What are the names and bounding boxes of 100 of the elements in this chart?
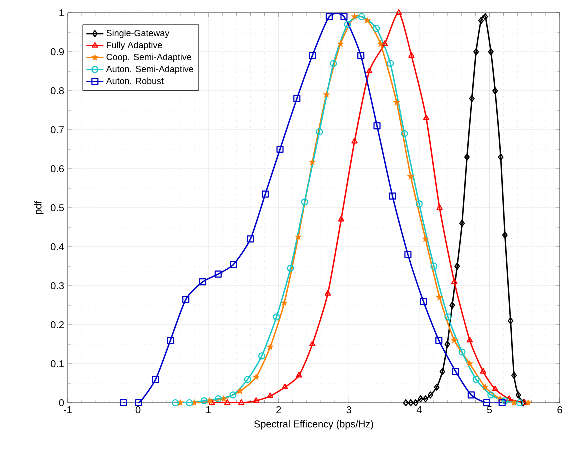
point xyxy=(450,336,458,344)
y-tick-label: 0.1 xyxy=(51,360,64,368)
point xyxy=(422,396,429,403)
legend-label: Coop. Semi-Adaptive xyxy=(106,54,192,62)
x-tick-label: 5 xyxy=(487,406,492,414)
point xyxy=(282,384,288,390)
point xyxy=(358,52,365,60)
point xyxy=(262,190,270,198)
point xyxy=(267,392,274,398)
point xyxy=(498,154,504,161)
point xyxy=(418,396,424,403)
point xyxy=(352,138,358,144)
x-tick-label: 4 xyxy=(416,406,422,414)
point xyxy=(524,399,532,406)
point xyxy=(238,399,245,406)
point xyxy=(416,200,423,208)
point xyxy=(508,318,514,325)
point xyxy=(326,13,334,20)
point xyxy=(408,399,414,407)
point xyxy=(230,392,237,399)
point xyxy=(502,398,509,405)
point xyxy=(366,68,373,74)
point xyxy=(273,314,280,321)
point xyxy=(373,25,380,32)
point xyxy=(252,373,260,380)
point xyxy=(244,376,252,384)
point xyxy=(301,198,308,206)
point xyxy=(167,337,174,344)
y-tick-label: 0.8 xyxy=(51,87,64,95)
point xyxy=(340,13,348,20)
point xyxy=(230,261,238,268)
point xyxy=(152,376,160,384)
point xyxy=(236,387,244,394)
point xyxy=(413,399,419,407)
legend-label: Single-Gateway xyxy=(106,30,170,38)
point xyxy=(382,40,388,46)
point xyxy=(423,114,430,120)
y-tick-label: 0.2 xyxy=(51,321,64,329)
point xyxy=(324,290,332,296)
point xyxy=(389,192,396,200)
point xyxy=(199,278,206,286)
point xyxy=(266,343,274,350)
point xyxy=(469,95,475,102)
y-tick-label: 1 xyxy=(60,10,64,16)
point xyxy=(309,340,316,347)
point xyxy=(337,40,344,48)
point xyxy=(510,399,518,406)
point xyxy=(468,392,475,399)
legend-label: Fully Adaptive xyxy=(107,42,162,50)
point xyxy=(364,16,372,24)
point xyxy=(492,386,498,392)
y-tick-label: 0.7 xyxy=(51,126,64,134)
point xyxy=(466,337,474,343)
point xyxy=(482,384,490,391)
point xyxy=(483,399,490,407)
point xyxy=(478,17,484,24)
point xyxy=(502,232,508,239)
point xyxy=(351,13,358,20)
point xyxy=(330,60,338,68)
point xyxy=(224,399,231,406)
point xyxy=(440,368,446,376)
point xyxy=(407,172,415,180)
point xyxy=(480,368,487,374)
point xyxy=(338,216,345,222)
point xyxy=(200,398,208,405)
point xyxy=(182,296,190,304)
x-tick-label: 6 xyxy=(558,406,562,414)
point xyxy=(458,348,466,356)
point xyxy=(436,337,443,344)
point xyxy=(482,13,488,20)
y-tick-label: 0 xyxy=(59,399,64,407)
point xyxy=(287,264,294,272)
point xyxy=(258,352,266,360)
point xyxy=(294,233,302,240)
point xyxy=(135,399,143,407)
point xyxy=(488,392,495,399)
point xyxy=(492,87,498,95)
x-tick-label: 0 xyxy=(136,406,141,414)
y-tick-label: 0.9 xyxy=(51,48,64,56)
point xyxy=(387,60,394,68)
point xyxy=(214,270,222,278)
point xyxy=(374,122,381,130)
legend-label: Auton. Robust xyxy=(106,78,164,84)
x-tick-label: 3 xyxy=(346,406,352,414)
legend-label: Auton. Semi-Adaptive xyxy=(106,66,194,74)
point xyxy=(498,399,506,407)
point xyxy=(464,154,470,161)
point xyxy=(434,384,440,391)
point xyxy=(120,399,128,407)
point xyxy=(450,302,456,310)
point xyxy=(190,399,198,406)
point xyxy=(401,130,408,138)
point xyxy=(506,396,513,402)
point xyxy=(377,40,384,48)
point xyxy=(460,220,466,228)
point xyxy=(294,95,301,102)
x-tick-label: -1 xyxy=(64,406,72,414)
point xyxy=(516,392,522,399)
point xyxy=(436,294,444,301)
point xyxy=(474,48,480,56)
